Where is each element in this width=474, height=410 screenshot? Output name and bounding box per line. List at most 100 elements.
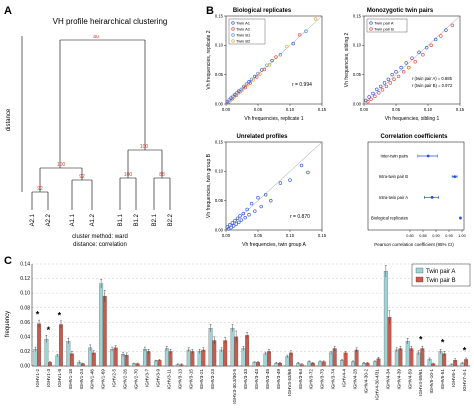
x-tick-label: IGHV3-13 — [177, 369, 182, 390]
scatter-point — [421, 53, 425, 57]
scatter-point — [269, 198, 273, 203]
x-tick-label: IGHV4-39 — [396, 369, 401, 390]
x-tick-label: IGHV7-4-1 — [462, 369, 467, 391]
bar — [409, 348, 414, 367]
x-axis-label: Vh frequencies, sibling 1 — [385, 116, 440, 122]
scatter-point — [226, 100, 231, 104]
bar — [383, 271, 388, 367]
panel-a-letter: A — [4, 5, 12, 17]
axis-ticks: 0.00 0.05 0.10 0.15 0.00 0.05 0.10 0.15 — [215, 139, 327, 238]
scatter-point — [388, 81, 392, 85]
scatter-point — [241, 211, 245, 216]
bar — [66, 341, 71, 367]
y-tick-label: 0.00 — [215, 101, 224, 106]
legend: Twin pair A Twin pair B — [366, 18, 408, 33]
bar — [241, 348, 246, 367]
dendrogram-tree — [31, 39, 171, 210]
scatter-point — [259, 204, 263, 209]
scatter-point — [253, 74, 257, 79]
x-tick-label: 0.80 — [406, 234, 413, 238]
x-tick-label: IGHV4-28 — [353, 369, 358, 390]
y-tick-label: 0.14 — [20, 262, 30, 268]
y-tick-label: 0.10 — [215, 169, 224, 174]
scatter-point — [404, 61, 408, 65]
leaf-label: A1.1 — [70, 213, 76, 226]
significance-star: * — [463, 345, 467, 355]
x-tick-label: IGHV1-8 — [57, 369, 62, 387]
scatter-point — [256, 196, 260, 200]
scatter-point — [390, 72, 394, 77]
legend-label: Twin pair A — [374, 21, 394, 26]
scatter-point — [247, 213, 251, 217]
category-label: Intra-twin pair B — [379, 174, 409, 179]
scatter-point — [399, 65, 403, 70]
leaf-label: B2.1 — [152, 213, 158, 226]
node-label: 92 — [37, 186, 43, 192]
scatter-point — [371, 91, 375, 96]
y-axis-label: Vh frequencies, replicate 2 — [206, 30, 212, 89]
bar — [343, 352, 348, 367]
scatter-point — [297, 33, 302, 37]
scatter-point — [231, 224, 236, 228]
scatter-point — [386, 77, 391, 82]
scatter-point — [396, 74, 401, 79]
bar — [340, 360, 344, 367]
significance-star: * — [419, 335, 423, 345]
scatter-point — [228, 98, 233, 103]
x-tick-label: IGHV3-21 — [199, 369, 204, 390]
legend-swatch — [415, 267, 424, 274]
scatter-biological-replicates: Biological replicates 0.00 0.05 0.10 0.150.… — [206, 8, 327, 122]
legend-label: Twin A2 — [236, 27, 251, 32]
bar — [219, 349, 224, 367]
x-tick-label: IGHV3-11 — [166, 369, 171, 390]
scatter-point — [228, 223, 232, 227]
scatter-points — [225, 141, 323, 231]
r-label: r = 0.994 — [292, 82, 312, 88]
x-tick-label: IGHV1-46 — [90, 369, 95, 390]
x-tick-label: 0.15 — [318, 233, 327, 238]
x-tick-label: IGHV2-5 — [112, 369, 117, 387]
leaf-label: A1.2 — [90, 213, 96, 226]
category-label: Inter-twin pairs — [381, 154, 408, 159]
scatter-point — [377, 91, 381, 95]
scatter-point — [306, 170, 310, 175]
bar — [212, 340, 217, 367]
x-tick-label: IGHV4-30-2 — [363, 369, 368, 394]
scatter-point — [270, 58, 274, 63]
x-tick-label: 0.90 — [432, 234, 439, 238]
legend-swatch — [415, 276, 424, 283]
scatter-point — [232, 95, 237, 99]
bar — [245, 335, 250, 367]
x-tick-label: IGHV3-43 — [254, 369, 259, 390]
y-tick-label: 0.10 — [353, 43, 362, 48]
significance-star: * — [36, 310, 40, 320]
x-axis-label: Vh frequencies, replicate 1 — [244, 116, 303, 122]
scatter-point — [243, 85, 247, 90]
legend-swatch — [369, 21, 373, 25]
node-label: 100 — [140, 144, 149, 150]
bar — [387, 317, 392, 367]
x-tick-label: IGHV1-18 — [68, 369, 73, 390]
bar — [55, 355, 60, 367]
scatter-point — [413, 60, 417, 64]
x-tick-label: IGHV3-33 — [243, 369, 248, 390]
identity-line — [225, 141, 323, 231]
bar — [59, 324, 63, 367]
scatter-point — [291, 41, 295, 46]
bar — [405, 341, 410, 367]
x-tick-label: IGHV4-30-4/31 — [374, 369, 379, 400]
scatter-point — [236, 91, 240, 96]
category-label: Intra-twin pair A — [379, 195, 408, 200]
bar-chart-vh-frequency: C frequency 0.00 0.02 0.04 0.06 0.08 0.10 0.12… — [4, 255, 471, 404]
bar — [354, 349, 359, 367]
scatter-point — [255, 75, 259, 79]
forest-correlation-coefficients: Correlation coefficients Inter-twin pair… — [367, 134, 466, 247]
estimate-point — [430, 195, 434, 199]
x-tick-label: 0.05 — [254, 107, 263, 112]
identity-line — [225, 15, 323, 105]
x-tick-label: IGHV3-73 — [320, 369, 325, 390]
axis-ticks: 0.00 0.05 0.10 0.15 0.00 0.05 0.10 0.15 — [215, 13, 327, 112]
x-tick-label: IGHV1-69 — [101, 369, 106, 390]
scatter-points — [225, 15, 323, 105]
